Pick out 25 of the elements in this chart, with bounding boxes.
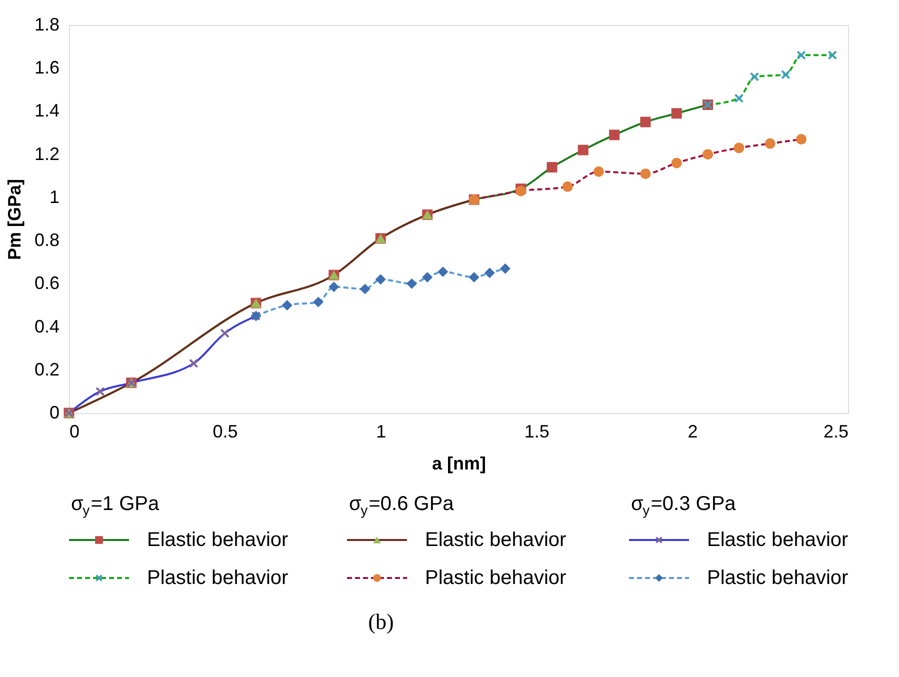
y-tick-label: 1.8 (34, 14, 60, 34)
y-tick-label: 1 (49, 186, 60, 207)
y-tick-label: 0 (49, 402, 60, 422)
legend-label: Plastic behavior (147, 567, 289, 589)
x-axis-title: a [nm] (432, 454, 486, 474)
y-tick-label: 1.4 (34, 100, 60, 121)
y-tick-label: 1.2 (34, 144, 60, 164)
legend-label: Elastic behavior (147, 529, 289, 551)
legend-label: Elastic behavior (707, 529, 849, 551)
legend-label: Plastic behavior (425, 567, 567, 589)
y-tick-label: 0.6 (34, 273, 60, 294)
x-tick-label: 0.5 (212, 422, 238, 442)
y-tick-label: 0.4 (34, 316, 60, 336)
x-tick-label: 1 (376, 422, 386, 442)
legend-label: Plastic behavior (707, 567, 849, 589)
legend-label: Elastic behavior (425, 529, 567, 551)
text: (b) (368, 609, 394, 634)
x-tick-label: 1.5 (524, 422, 550, 442)
y-tick-label: 0.2 (34, 359, 60, 380)
y-tick-label: 1.6 (34, 58, 60, 78)
x-tick-label: 2 (688, 422, 698, 442)
y-axis-title: Pm [GPa] (4, 178, 24, 260)
x-tick-label: 0 (70, 422, 80, 442)
x-tick-label: 2.5 (823, 422, 848, 442)
y-tick-label: 0.8 (34, 230, 60, 250)
